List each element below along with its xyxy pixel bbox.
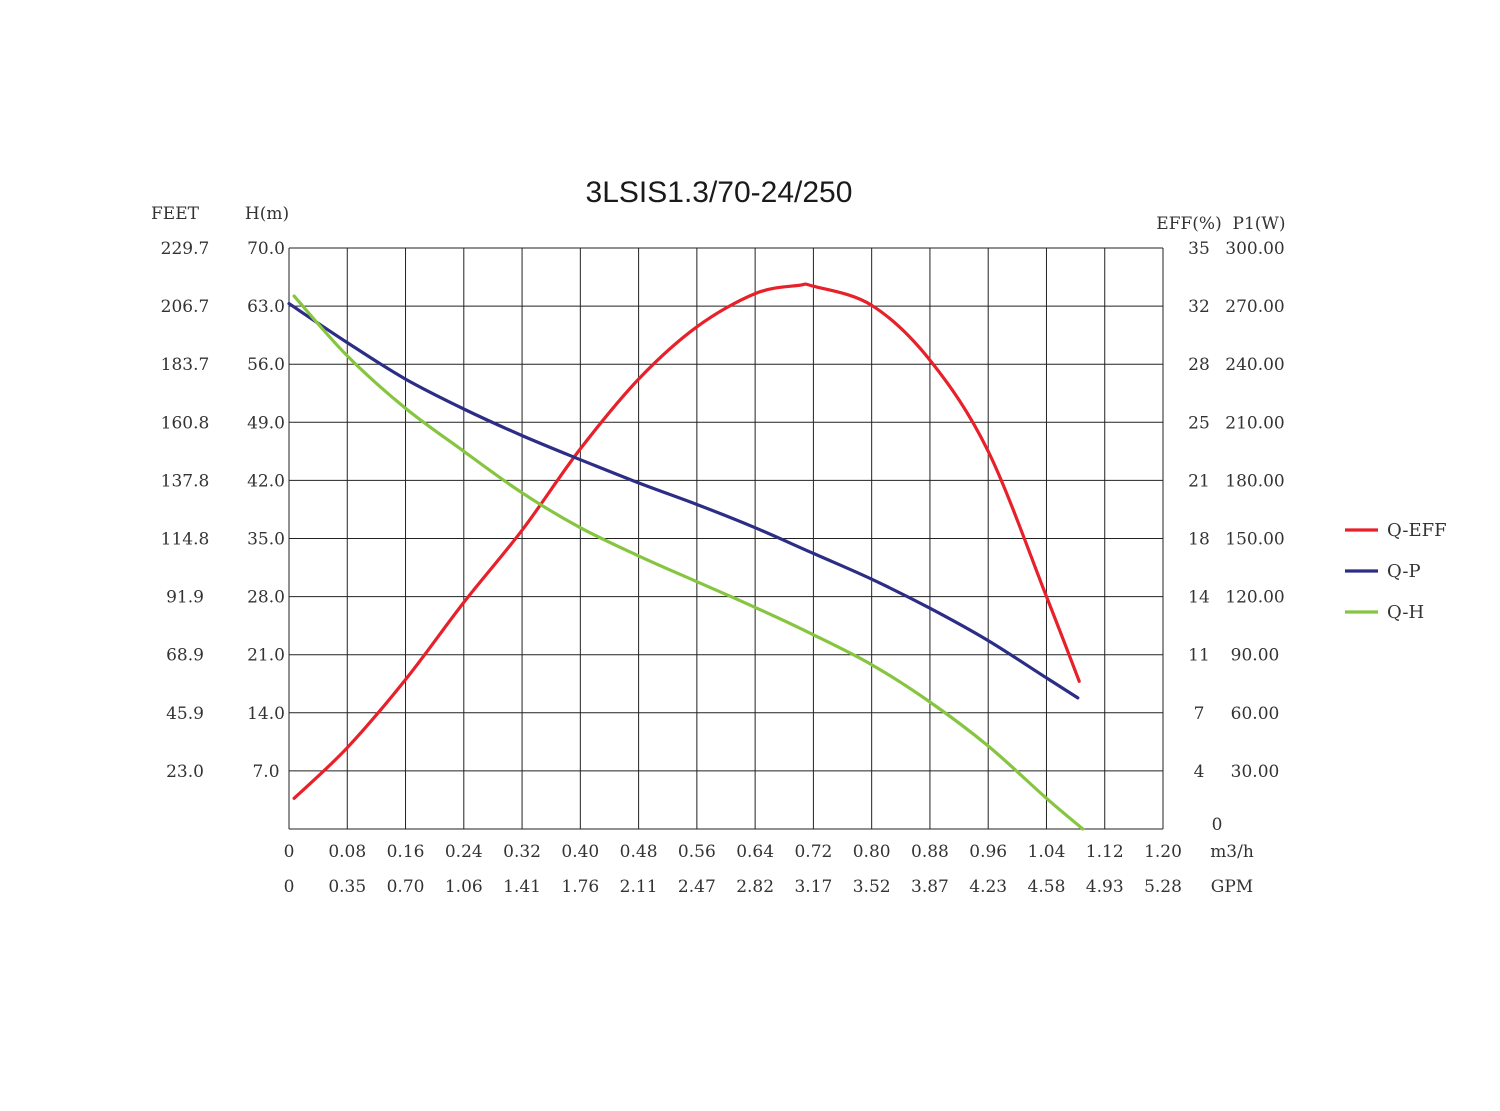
feet-tick-label: 160.8 bbox=[161, 413, 210, 433]
series-line-q-eff bbox=[292, 282, 1081, 800]
series-line-q-p bbox=[287, 302, 1080, 700]
x2-tick-label: 3.17 bbox=[794, 877, 832, 897]
x-tick-label: 1.12 bbox=[1086, 842, 1124, 862]
head-tick-label: 21.0 bbox=[247, 646, 285, 666]
power-tick-label: 30.00 bbox=[1231, 762, 1280, 782]
eff-tick-label: 32 bbox=[1188, 297, 1210, 317]
head-tick-label: 14.0 bbox=[247, 704, 285, 724]
x2-tick-label: 1.06 bbox=[445, 877, 483, 897]
chart-title: 3LSIS1.3/70-24/250 bbox=[586, 176, 853, 209]
chart-legend: Q-EFF Q-P Q-H bbox=[1345, 520, 1447, 623]
x2-tick-label: 0.70 bbox=[387, 877, 425, 897]
chart-grid bbox=[288, 247, 1164, 830]
x-tick-label: 0.96 bbox=[969, 842, 1007, 862]
chart-tick-labels: 229.7 70.0 35 300.00 206.7 63.0 32 270.00 183.7 5… bbox=[161, 239, 1285, 897]
head-tick-label: 63.0 bbox=[247, 297, 285, 317]
feet-tick-label: 137.8 bbox=[161, 471, 210, 491]
eff-tick-label: 11 bbox=[1188, 646, 1210, 666]
eff-tick-label: 25 bbox=[1188, 413, 1210, 433]
x-tick-label: 0.24 bbox=[445, 842, 483, 862]
legend-label-q-h: Q-H bbox=[1387, 602, 1424, 623]
head-tick-label: 35.0 bbox=[247, 530, 285, 550]
feet-tick-label: 91.9 bbox=[166, 588, 204, 608]
x-tick-label: 0.88 bbox=[911, 842, 949, 862]
power-tick-label: 210.00 bbox=[1225, 413, 1284, 433]
x2-tick-label: 5.28 bbox=[1144, 877, 1182, 897]
power-tick-label: 270.00 bbox=[1225, 297, 1284, 317]
x-tick-label: 1.20 bbox=[1144, 842, 1182, 862]
x2-tick-label: 3.87 bbox=[911, 877, 949, 897]
x-tick-label: 0.32 bbox=[503, 842, 541, 862]
feet-tick-label: 229.7 bbox=[161, 239, 210, 259]
series-line-q-h bbox=[292, 294, 1085, 831]
feet-tick-label: 23.0 bbox=[166, 762, 204, 782]
power-tick-label: 120.00 bbox=[1225, 588, 1284, 608]
x-tick-label: 1.04 bbox=[1028, 842, 1066, 862]
x2-tick-label: 4.58 bbox=[1028, 877, 1066, 897]
eff-tick-label: 28 bbox=[1188, 355, 1210, 375]
x2-tick-label: 0.35 bbox=[328, 877, 366, 897]
head-tick-label: 42.0 bbox=[247, 471, 285, 491]
head-tick-label: 56.0 bbox=[247, 355, 285, 375]
feet-tick-label: 206.7 bbox=[161, 297, 210, 317]
x2-tick-label: 2.11 bbox=[620, 877, 658, 897]
feet-tick-label: 183.7 bbox=[161, 355, 210, 375]
power-tick-label: 240.00 bbox=[1225, 355, 1284, 375]
x-tick-label: 0 bbox=[284, 842, 295, 862]
head-tick-label: 28.0 bbox=[247, 588, 285, 608]
eff-tick-label: 14 bbox=[1188, 588, 1210, 608]
x-unit-label: m3/h bbox=[1210, 842, 1254, 862]
head-tick-label: 49.0 bbox=[247, 413, 285, 433]
x-tick-label: 0.64 bbox=[736, 842, 774, 862]
power-tick-label: 180.00 bbox=[1225, 471, 1284, 491]
x2-unit-label: GPM bbox=[1211, 877, 1253, 897]
feet-tick-label: 68.9 bbox=[166, 646, 204, 666]
feet-tick-label: 114.8 bbox=[161, 530, 210, 550]
eff-axis-label: EFF(%) bbox=[1156, 214, 1221, 234]
x-tick-label: 0.16 bbox=[387, 842, 425, 862]
x2-tick-label: 1.41 bbox=[503, 877, 541, 897]
eff-tick-label: 7 bbox=[1194, 704, 1205, 724]
x-tick-label: 0.56 bbox=[678, 842, 716, 862]
x-tick-label: 0.08 bbox=[328, 842, 366, 862]
eff-tick-label: 18 bbox=[1188, 530, 1210, 550]
x2-tick-label: 1.76 bbox=[561, 877, 599, 897]
eff-tick-label: 21 bbox=[1188, 471, 1210, 491]
legend-label-q-p: Q-P bbox=[1387, 561, 1421, 582]
power-tick-label: 150.00 bbox=[1225, 530, 1284, 550]
head-axis-label: H(m) bbox=[245, 204, 289, 224]
legend-label-q-eff: Q-EFF bbox=[1387, 520, 1447, 541]
chart-series-lines bbox=[287, 282, 1085, 831]
power-tick-label: 300.00 bbox=[1225, 239, 1284, 259]
eff-tick-label: 35 bbox=[1188, 239, 1210, 259]
eff-tick-label: 4 bbox=[1194, 762, 1205, 782]
power-tick-label: 90.00 bbox=[1231, 646, 1280, 666]
feet-axis-label: FEET bbox=[151, 204, 200, 224]
right-zero-tick-label: 0 bbox=[1212, 815, 1223, 835]
x-tick-label: 0.80 bbox=[853, 842, 891, 862]
x2-tick-label: 2.47 bbox=[678, 877, 716, 897]
x2-tick-label: 0 bbox=[284, 877, 295, 897]
x2-tick-label: 4.23 bbox=[969, 877, 1007, 897]
power-axis-label: P1(W) bbox=[1233, 214, 1286, 234]
power-tick-label: 60.00 bbox=[1231, 704, 1280, 724]
x2-tick-label: 2.82 bbox=[736, 877, 774, 897]
x2-tick-label: 4.93 bbox=[1086, 877, 1124, 897]
head-tick-label: 70.0 bbox=[247, 239, 285, 259]
head-tick-label: 7.0 bbox=[252, 762, 279, 782]
x-tick-label: 0.40 bbox=[561, 842, 599, 862]
x-tick-label: 0.72 bbox=[794, 842, 832, 862]
feet-tick-label: 45.9 bbox=[166, 704, 204, 724]
x-tick-label: 0.48 bbox=[620, 842, 658, 862]
x2-tick-label: 3.52 bbox=[853, 877, 891, 897]
